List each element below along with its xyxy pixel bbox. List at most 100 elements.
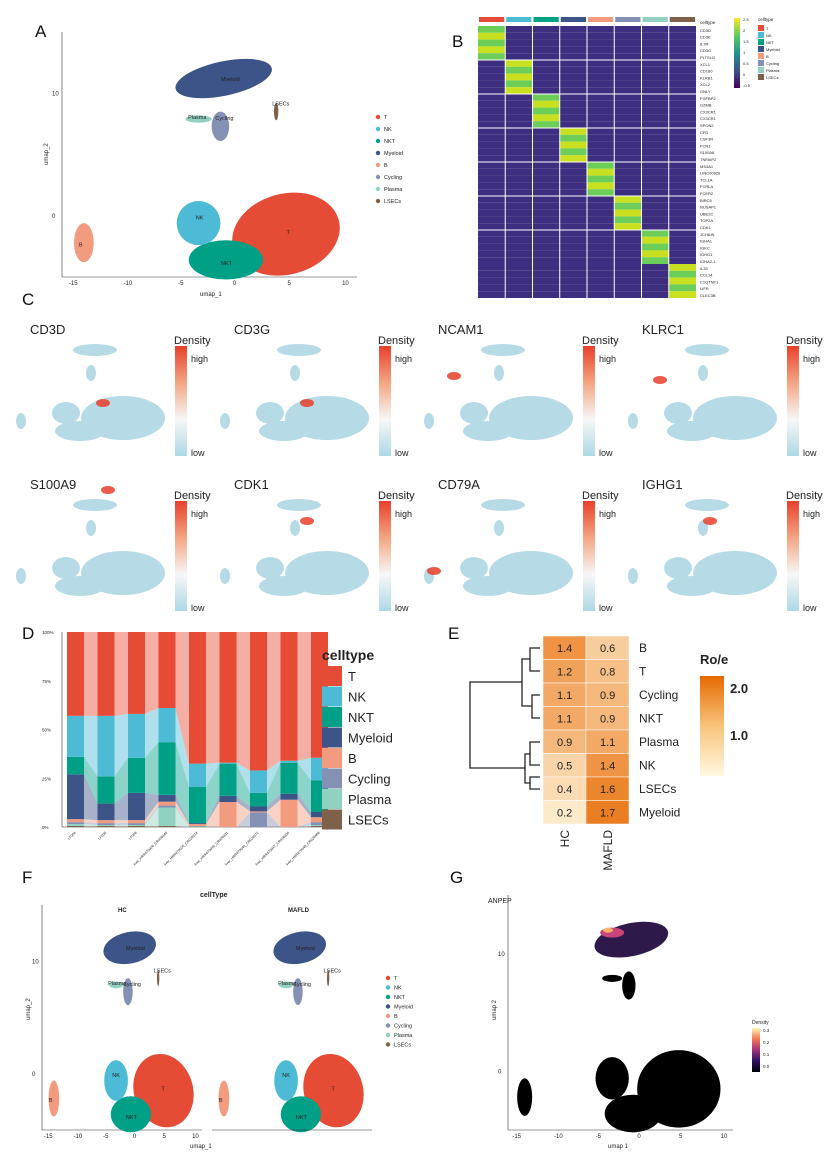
heatmap-cell — [532, 148, 560, 156]
legend-title: celltype — [758, 17, 774, 22]
heatmap-cell — [641, 277, 669, 285]
cluster-label: LSECs — [154, 969, 171, 975]
bar-segment-b — [128, 820, 145, 824]
heatmap-cell — [478, 284, 506, 292]
alluvium-band — [84, 819, 98, 824]
bar-segment-myeloid — [311, 811, 328, 818]
heatmap-cell — [559, 182, 587, 190]
gene-label: GZMB — [700, 103, 712, 108]
bar-segment-cycling — [67, 822, 84, 825]
panel-label-c: C — [22, 290, 35, 309]
heatmap-cell — [532, 196, 560, 203]
bar-segment-nkt — [67, 756, 84, 775]
heatmap-cell — [478, 189, 506, 196]
heatmap-cell — [559, 209, 587, 217]
x-tick-label: 10 — [721, 1134, 728, 1140]
heatmap-cell — [614, 182, 642, 190]
scale-tick: 0.0 — [763, 1064, 770, 1069]
scale-high: high — [599, 354, 616, 364]
density-scale — [175, 501, 187, 611]
cell-value: 1.7 — [600, 808, 615, 820]
gene-label: XCL2 — [700, 82, 711, 87]
legend-label: Cycling — [348, 772, 391, 787]
heatmap-cell — [641, 189, 669, 196]
heatmap-cell — [505, 257, 533, 264]
heatmap-cell — [614, 236, 642, 244]
umap-silhouette — [622, 971, 636, 1000]
gene-label: IL33 — [700, 266, 709, 271]
heatmap-cell — [641, 26, 669, 33]
heatmap-cell — [478, 196, 506, 203]
density-hotspot — [703, 517, 717, 525]
heatmap-cell — [587, 39, 615, 47]
heatmap-cell — [478, 80, 506, 88]
row-label: LSECs — [639, 782, 676, 796]
chart-title: ANPEP — [488, 898, 512, 905]
bar-segment-cycling — [250, 812, 267, 827]
heatmap-cell — [478, 250, 506, 258]
heatmap-cell — [505, 277, 533, 285]
heatmap-cell — [668, 236, 696, 244]
scale-low: low — [395, 603, 409, 613]
row-label: Plasma — [639, 735, 679, 749]
umap-silhouette — [52, 557, 80, 579]
legend-swatch — [322, 768, 342, 789]
y-tick-label: 10 — [498, 952, 505, 958]
scale-tick: 2 — [743, 28, 746, 33]
y-tick-label: 0 — [498, 1069, 502, 1075]
heatmap-cell — [668, 284, 696, 292]
cluster-cycling — [123, 978, 133, 1006]
alluvium-band — [236, 802, 250, 827]
gene-label: CD3G — [700, 48, 711, 53]
umap-silhouette — [463, 576, 513, 596]
legend-label: B — [766, 54, 769, 59]
heatmap-cell — [587, 148, 615, 156]
bar-segment-myeloid — [67, 774, 84, 820]
heatmap-cell — [587, 284, 615, 292]
bar-segment-myeloid — [158, 794, 176, 802]
heatmap-cell — [614, 243, 642, 251]
heatmap-cell — [532, 223, 560, 230]
alluvium-band — [175, 632, 189, 764]
heatmap-cell — [587, 257, 615, 264]
legend-title: Density — [174, 490, 211, 502]
bar-segment-nk — [97, 715, 115, 777]
legend-label: NKT — [348, 710, 374, 725]
cluster-plasma — [278, 981, 294, 989]
heatmap-cell — [478, 291, 506, 298]
heatmap-cell — [614, 264, 642, 271]
x-tick-label: 0 — [233, 281, 237, 287]
heatmap-cell — [587, 291, 615, 298]
panel-label-a: A — [35, 22, 47, 41]
legend-swatch — [385, 1042, 391, 1047]
cluster-label: NK — [196, 215, 204, 221]
cell-value: 1.2 — [557, 667, 572, 679]
cell-value: 1.1 — [557, 690, 572, 702]
legend-title: Ro/e — [700, 652, 728, 667]
bar-segment-plasma — [158, 807, 176, 827]
heatmap-cell — [559, 162, 587, 169]
heatmap-cell — [559, 26, 587, 33]
cluster-nk — [274, 1060, 298, 1101]
heatmap-cell — [505, 121, 533, 128]
heatmap-cell — [668, 32, 696, 40]
legend-label: Myeloid — [348, 731, 393, 746]
bar-segment-myeloid — [219, 795, 237, 803]
legend-title: Density — [378, 490, 415, 502]
legend-title: celltype — [700, 20, 716, 25]
heatmap-cell — [641, 243, 669, 251]
heatmap-cell — [641, 128, 669, 135]
heatmap-cell — [614, 32, 642, 40]
scale-tick: 1.0 — [730, 728, 748, 743]
legend-label: NK — [394, 986, 402, 992]
umap-silhouette — [517, 1078, 533, 1116]
heatmap-cell — [641, 32, 669, 40]
legend-swatch — [385, 994, 391, 1000]
cluster-cycling — [293, 978, 303, 1006]
alluvium-band — [145, 708, 159, 758]
heatmap-cell — [532, 94, 560, 101]
heatmap-cell — [641, 46, 669, 54]
legend-label: T — [384, 115, 388, 121]
gene-label: TOP2A — [700, 218, 713, 223]
umap-silhouette — [481, 344, 525, 356]
